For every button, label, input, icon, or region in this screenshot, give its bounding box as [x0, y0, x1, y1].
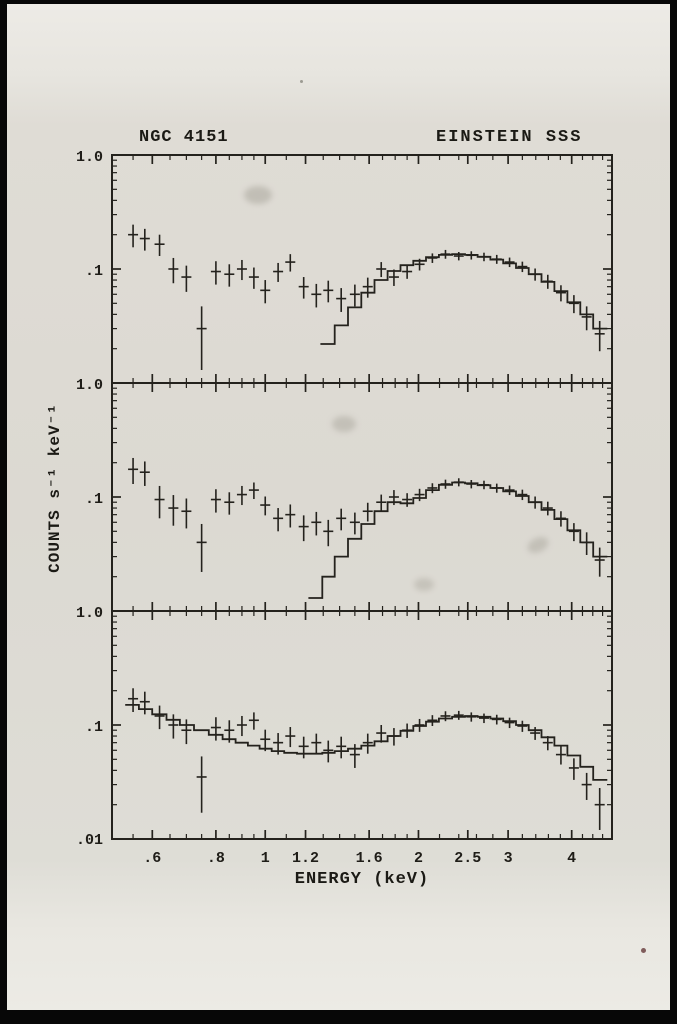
smudge-artifact: [244, 186, 272, 204]
tick-label: 4: [567, 850, 576, 867]
chart-title-object: NGC 4151: [139, 128, 229, 147]
plot-paper: [7, 4, 670, 1010]
tick-label: .6: [143, 850, 161, 867]
tick-label: .01: [76, 832, 103, 849]
tick-label: 1: [261, 850, 270, 867]
tick-label: .1: [85, 263, 103, 280]
tick-label: 2: [414, 850, 423, 867]
dust-speck: [641, 948, 646, 953]
model-step-line: [320, 253, 608, 345]
data-points: [128, 688, 605, 830]
model-step-line: [308, 481, 608, 599]
dust-speck: [300, 80, 303, 83]
tick-label: 1.6: [356, 850, 383, 867]
tick-label: 1.0: [76, 377, 103, 394]
tick-label: .8: [207, 850, 225, 867]
x-axis-label: ENERGY (keV): [294, 870, 430, 889]
tick-label: 2.5: [454, 850, 481, 867]
model-step-line: [125, 704, 608, 781]
data-points: [128, 224, 605, 371]
smudge-artifact: [414, 578, 434, 591]
tick-label: .1: [85, 491, 103, 508]
tick-label: 1.2: [292, 850, 319, 867]
chart-title-instrument: EINSTEIN SSS: [436, 128, 583, 147]
data-points: [128, 457, 605, 577]
panel-bottom: 1.0 .1 .01: [76, 605, 613, 849]
tick-label: 1.0: [76, 149, 103, 166]
tick-label: 3: [504, 850, 513, 867]
panel-top: 1.0 .1: [76, 149, 613, 384]
x-axis-tick-labels: .6 .8 1 1.2 1.6 2 2.5 3 4: [143, 850, 576, 867]
tick-label: .1: [85, 719, 103, 736]
smudge-artifact: [332, 416, 356, 432]
panel-middle: 1.0 .1: [76, 377, 613, 612]
tick-label: 1.0: [76, 605, 103, 622]
y-axis-label: COUNTS s⁻¹ keV⁻¹: [46, 403, 64, 573]
